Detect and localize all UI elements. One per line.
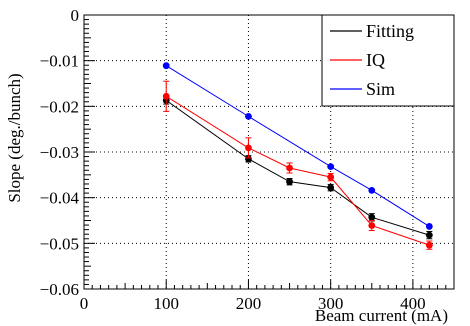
data-point bbox=[368, 186, 376, 194]
series-line-iq bbox=[165, 95, 430, 246]
data-point bbox=[286, 178, 293, 186]
series-fitting bbox=[162, 96, 433, 240]
y-tick-label: −0.01 bbox=[40, 52, 79, 71]
legend-label: Fitting bbox=[366, 21, 414, 41]
y-axis-label: Slope (deg./bunch) bbox=[5, 73, 24, 202]
data-point bbox=[368, 213, 376, 221]
y-tick-label: −0.06 bbox=[40, 280, 79, 299]
legend-label: IQ bbox=[366, 50, 385, 70]
data-point bbox=[368, 222, 376, 229]
data-point bbox=[425, 231, 433, 239]
data-point bbox=[162, 62, 170, 70]
legend-label: Sim bbox=[366, 79, 395, 99]
y-tick-label: −0.03 bbox=[40, 143, 79, 162]
x-tick-label: 0 bbox=[80, 294, 89, 313]
data-point bbox=[245, 155, 252, 163]
y-tick-label: −0.04 bbox=[40, 189, 80, 208]
series-sim bbox=[162, 62, 433, 230]
data-point bbox=[327, 173, 335, 181]
x-tick-label: 400 bbox=[400, 294, 426, 313]
x-axis-label: Beam current (mA) bbox=[315, 306, 448, 325]
series-line-fitting bbox=[165, 99, 430, 236]
x-tick-label: 300 bbox=[318, 294, 344, 313]
data-point bbox=[425, 223, 433, 230]
legend: Fitting IQ Sim bbox=[321, 14, 455, 107]
axes: 0 100 200 300 400 0 −0.01 −0.02 −0.03 −0.04 −0.05 −… bbox=[40, 6, 455, 313]
series-layer bbox=[162, 62, 433, 250]
y-tick-label: 0 bbox=[71, 6, 80, 25]
data-point bbox=[162, 92, 170, 100]
series-iq bbox=[162, 80, 433, 250]
data-point bbox=[245, 112, 252, 120]
data-point bbox=[327, 184, 335, 192]
data-point bbox=[286, 164, 293, 172]
y-tick-label: −0.05 bbox=[40, 234, 79, 253]
x-tick-label: 200 bbox=[236, 294, 262, 313]
data-point bbox=[245, 144, 252, 152]
data-point bbox=[327, 163, 335, 171]
x-tick-label: 100 bbox=[153, 294, 179, 313]
y-tick-label: −0.02 bbox=[40, 97, 79, 116]
data-point bbox=[425, 241, 433, 249]
